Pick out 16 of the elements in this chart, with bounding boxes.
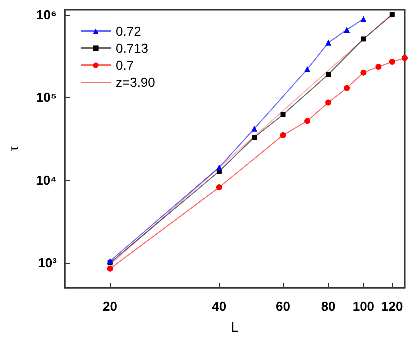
legend-label: 0.713 bbox=[116, 41, 149, 56]
y-tick-label: 10⁴ bbox=[36, 172, 57, 188]
x-tick-label: 120 bbox=[382, 299, 404, 314]
legend-label: 0.72 bbox=[116, 24, 142, 39]
y-tick-label: 10⁶ bbox=[36, 8, 58, 23]
legend-label: z=3.90 bbox=[116, 75, 156, 90]
x-tick-label: 60 bbox=[276, 299, 290, 314]
x-axis-title: L bbox=[231, 319, 240, 335]
x-tick-label: 100 bbox=[352, 299, 375, 314]
legend-label: 0.7 bbox=[116, 58, 134, 73]
y-tick-label: 10⁵ bbox=[36, 90, 57, 106]
y-axis-title: τ bbox=[7, 146, 21, 152]
x-tick-label: 80 bbox=[321, 299, 336, 314]
y-tick-label: 10³ bbox=[38, 256, 58, 271]
x-tick-label: 40 bbox=[212, 299, 227, 314]
x-tick-label: 20 bbox=[103, 299, 118, 314]
